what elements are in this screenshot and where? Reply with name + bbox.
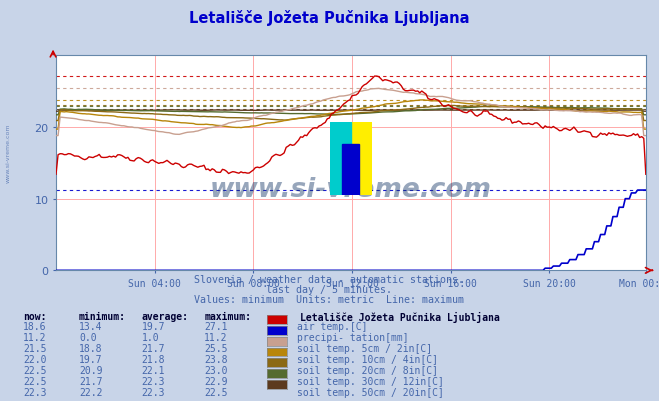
Text: 23.8: 23.8 (204, 354, 228, 364)
Text: 1.0: 1.0 (142, 332, 159, 342)
Text: 22.9: 22.9 (204, 376, 228, 386)
Text: 19.7: 19.7 (79, 354, 103, 364)
Text: average:: average: (142, 311, 188, 321)
Text: 13.4: 13.4 (79, 322, 103, 332)
Text: 22.5: 22.5 (23, 376, 47, 386)
Text: www.si-vreme.com: www.si-vreme.com (6, 123, 11, 182)
Text: 11.2: 11.2 (204, 332, 228, 342)
Text: Letališče Jožeta Pučnika Ljubljana: Letališče Jožeta Pučnika Ljubljana (300, 311, 500, 322)
Text: 18.8: 18.8 (79, 343, 103, 353)
Text: 21.5: 21.5 (23, 343, 47, 353)
Text: last day / 5 minutes.: last day / 5 minutes. (266, 285, 393, 295)
Text: 19.7: 19.7 (142, 322, 165, 332)
Text: 21.8: 21.8 (142, 354, 165, 364)
Text: 22.1: 22.1 (142, 365, 165, 375)
Text: 22.5: 22.5 (23, 365, 47, 375)
Text: Slovenia / weather data - automatic stations.: Slovenia / weather data - automatic stat… (194, 275, 465, 285)
Text: 11.2: 11.2 (23, 332, 47, 342)
Text: 18.6: 18.6 (23, 322, 47, 332)
Text: 21.7: 21.7 (142, 343, 165, 353)
Polygon shape (343, 145, 360, 195)
Text: 23.0: 23.0 (204, 365, 228, 375)
Text: precipi- tation[mm]: precipi- tation[mm] (297, 332, 408, 342)
Text: 25.5: 25.5 (204, 343, 228, 353)
Text: soil temp. 50cm / 20in[C]: soil temp. 50cm / 20in[C] (297, 387, 444, 397)
Text: 22.3: 22.3 (142, 387, 165, 397)
Text: Values: minimum  Units: metric  Line: maximum: Values: minimum Units: metric Line: maxi… (194, 295, 465, 305)
Text: 22.2: 22.2 (79, 387, 103, 397)
Text: 22.5: 22.5 (204, 387, 228, 397)
Text: 21.7: 21.7 (79, 376, 103, 386)
Text: air temp.[C]: air temp.[C] (297, 322, 367, 332)
Polygon shape (330, 123, 351, 195)
Text: www.si-vreme.com: www.si-vreme.com (210, 176, 492, 202)
Text: soil temp. 10cm / 4in[C]: soil temp. 10cm / 4in[C] (297, 354, 438, 364)
Text: 27.1: 27.1 (204, 322, 228, 332)
Text: soil temp. 30cm / 12in[C]: soil temp. 30cm / 12in[C] (297, 376, 444, 386)
Text: 22.3: 22.3 (23, 387, 47, 397)
Text: 20.9: 20.9 (79, 365, 103, 375)
Text: 0.0: 0.0 (79, 332, 97, 342)
Text: maximum:: maximum: (204, 311, 251, 321)
Text: soil temp. 5cm / 2in[C]: soil temp. 5cm / 2in[C] (297, 343, 432, 353)
Text: minimum:: minimum: (79, 311, 126, 321)
Text: Letališče Jožeta Pučnika Ljubljana: Letališče Jožeta Pučnika Ljubljana (189, 10, 470, 26)
Text: soil temp. 20cm / 8in[C]: soil temp. 20cm / 8in[C] (297, 365, 438, 375)
Polygon shape (351, 123, 372, 195)
Text: now:: now: (23, 311, 47, 321)
Text: 22.0: 22.0 (23, 354, 47, 364)
Text: 22.3: 22.3 (142, 376, 165, 386)
